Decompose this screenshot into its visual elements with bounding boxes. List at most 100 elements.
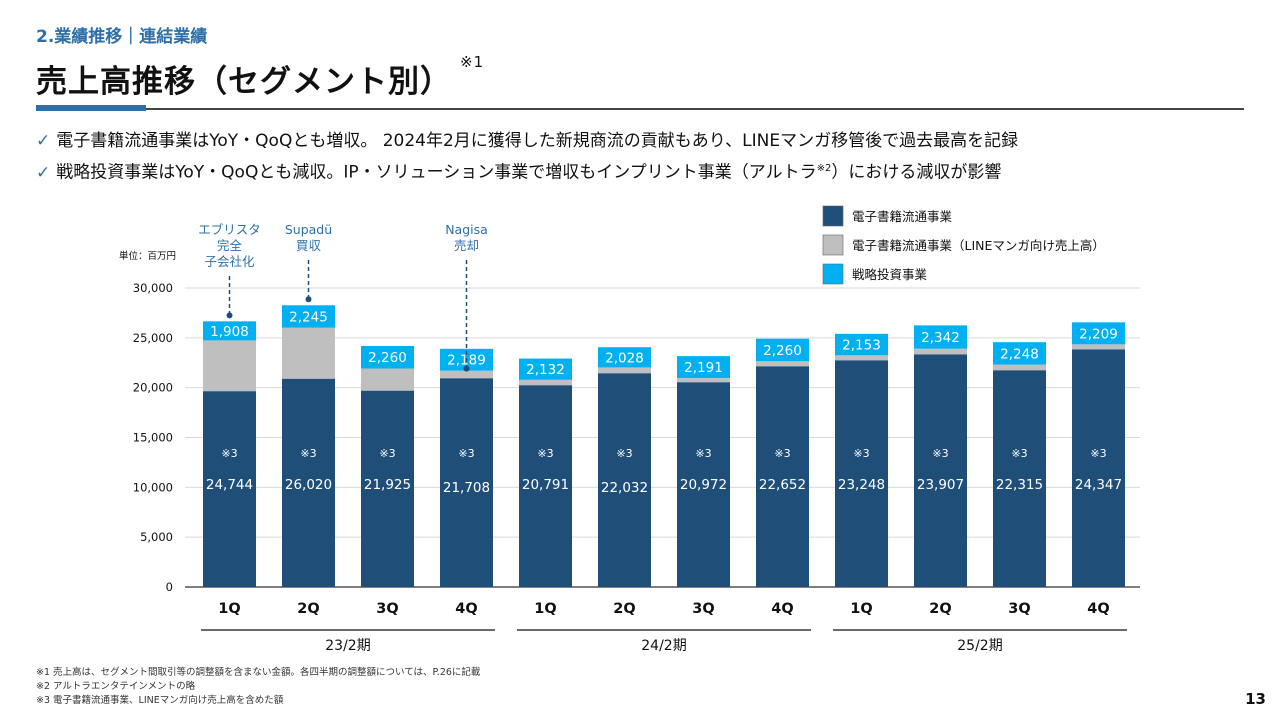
bar-segment [914, 354, 967, 587]
y-tick-label: 0 [166, 580, 173, 594]
bar-segment [203, 321, 256, 341]
period-label: 24/2期 [641, 638, 686, 654]
bar-label-combined: 22,652 [759, 477, 806, 493]
bar-label-strategic: 2,209 [1079, 326, 1118, 342]
x-tick-label: 1Q [218, 601, 240, 617]
y-tick-label: 5,000 [140, 530, 173, 544]
bar-label-combined: 23,248 [838, 477, 885, 493]
x-tick-label: 1Q [850, 601, 872, 617]
bar-segment [1072, 322, 1125, 345]
bar-segment [361, 368, 414, 391]
bar-segment [203, 391, 256, 587]
bar-label-combined: 20,791 [522, 477, 569, 493]
x-tick-label: 4Q [455, 601, 477, 617]
check-icon: ✓ [36, 162, 51, 183]
bar-segment [282, 305, 335, 328]
bar-note: ※3 [1090, 447, 1106, 460]
bullet-2-text: 戦略投資事業はYoY・QoQとも減収。IP・ソリューション事業で増収もインプリン… [56, 162, 817, 183]
bar-segment [835, 333, 888, 356]
bar-segment [440, 348, 493, 371]
bar-segment [993, 370, 1046, 587]
title-accent-bar [36, 105, 146, 111]
annotation-text: 売却 [454, 238, 479, 253]
period-label: 23/2期 [325, 638, 370, 654]
x-tick-label: 2Q [297, 601, 319, 617]
bar-label-combined: 23,907 [917, 477, 964, 493]
bar-segment [1072, 344, 1125, 350]
bar-segment [361, 345, 414, 369]
bar-segment [519, 385, 572, 587]
bullet-1-text: 電子書籍流通事業はYoY・QoQとも増収。 2024年2月に獲得した新規商流の貢… [56, 131, 1019, 151]
annotation-dot [305, 296, 312, 303]
bar-segment [282, 378, 335, 587]
annotation-text: 子会社化 [204, 254, 255, 269]
bar-segment [440, 370, 493, 379]
bar-note: ※3 [853, 447, 869, 460]
bar-segment [914, 325, 967, 349]
legend-label: 電子書籍流通事業（LINEマンガ向け売上高） [852, 238, 1105, 253]
bar-note: ※3 [1011, 447, 1027, 460]
bullet-2-tail: ）における減収が影響 [831, 162, 1002, 183]
bar-segment [677, 382, 730, 587]
bar-segment [677, 377, 730, 383]
bar-note: ※3 [932, 447, 948, 460]
section-title: 2.業績推移｜連結業績 [36, 27, 208, 47]
x-tick-label: 2Q [613, 601, 635, 617]
bar-note: ※3 [458, 447, 474, 460]
y-tick-label: 10,000 [133, 480, 173, 494]
bar-note: ※3 [695, 447, 711, 460]
bar-segment [756, 366, 809, 587]
x-tick-label: 3Q [376, 601, 398, 617]
page-number: 13 [1245, 690, 1266, 708]
footnote-2: ※2 アルトラエンタテインメントの略 [36, 681, 196, 692]
bar-note: ※3 [616, 447, 632, 460]
title-note: ※1 [460, 52, 485, 71]
bullet-1: ✓ 電子書籍流通事業はYoY・QoQとも増収。 2024年2月に獲得した新規商流の… [36, 128, 1018, 155]
unit-label: 単位：百万円 [119, 250, 176, 262]
bar-segment [677, 356, 730, 378]
bar-segment [914, 348, 967, 355]
annotation-text: Supadü [285, 222, 332, 237]
annotation-dot [463, 365, 470, 372]
bar-segment [519, 379, 572, 386]
bar-segment [1072, 349, 1125, 587]
bar-segment [598, 347, 651, 368]
annotation-text: Nagisa [445, 222, 488, 237]
page-title: 売上高推移（セグメント別） ※1 [36, 52, 485, 101]
legend-label: 戦略投資事業 [852, 267, 928, 282]
bar-note: ※3 [221, 447, 237, 460]
bar-label-combined: 21,925 [364, 477, 411, 493]
x-tick-label: 3Q [692, 601, 714, 617]
bar-label-strategic: 1,908 [210, 324, 249, 340]
bar-segment [835, 355, 888, 361]
x-tick-label: 1Q [534, 601, 556, 617]
bar-label-combined: 24,744 [206, 477, 253, 493]
bar-label-strategic: 2,260 [368, 350, 407, 366]
bullet-2: ✓ 戦略投資事業はYoY・QoQとも減収。IP・ソリューション事業で増収もインプリ… [36, 155, 1018, 187]
legend-label: 電子書籍流通事業 [852, 209, 953, 224]
title-divider [36, 108, 1244, 110]
footnote-3: ※3 電子書籍流通事業、LINEマンガ向け売上高を含めた額 [36, 695, 284, 706]
bar-label-strategic: 2,245 [289, 309, 328, 325]
annotation-text: エブリスタ [198, 222, 261, 237]
annotation-text: 完全 [217, 238, 243, 253]
bar-segment [835, 360, 888, 587]
legend-swatch [822, 205, 844, 227]
bar-segment [756, 361, 809, 367]
x-tick-label: 3Q [1008, 601, 1030, 617]
bar-label-combined: 24,347 [1075, 477, 1122, 493]
bar-segment [440, 378, 493, 587]
bar-note: ※3 [300, 447, 316, 460]
y-tick-label: 30,000 [133, 281, 173, 295]
legend-swatch [822, 234, 844, 256]
bar-label-combined: 20,972 [680, 477, 727, 493]
check-icon: ✓ [36, 131, 51, 151]
annotation-text: 買収 [296, 238, 322, 253]
y-tick-label: 20,000 [133, 381, 173, 395]
bar-label-combined: 22,315 [996, 477, 1043, 493]
bar-label-strategic: 2,189 [447, 353, 486, 369]
bar-label-combined: 22,032 [601, 480, 648, 496]
footnote-1: ※1 売上高は、セグメント間取引等の調整額を含まない金額。各四半期の調整額につい… [36, 667, 481, 678]
bar-label-strategic: 2,132 [526, 362, 565, 378]
bar-segment [598, 367, 651, 374]
